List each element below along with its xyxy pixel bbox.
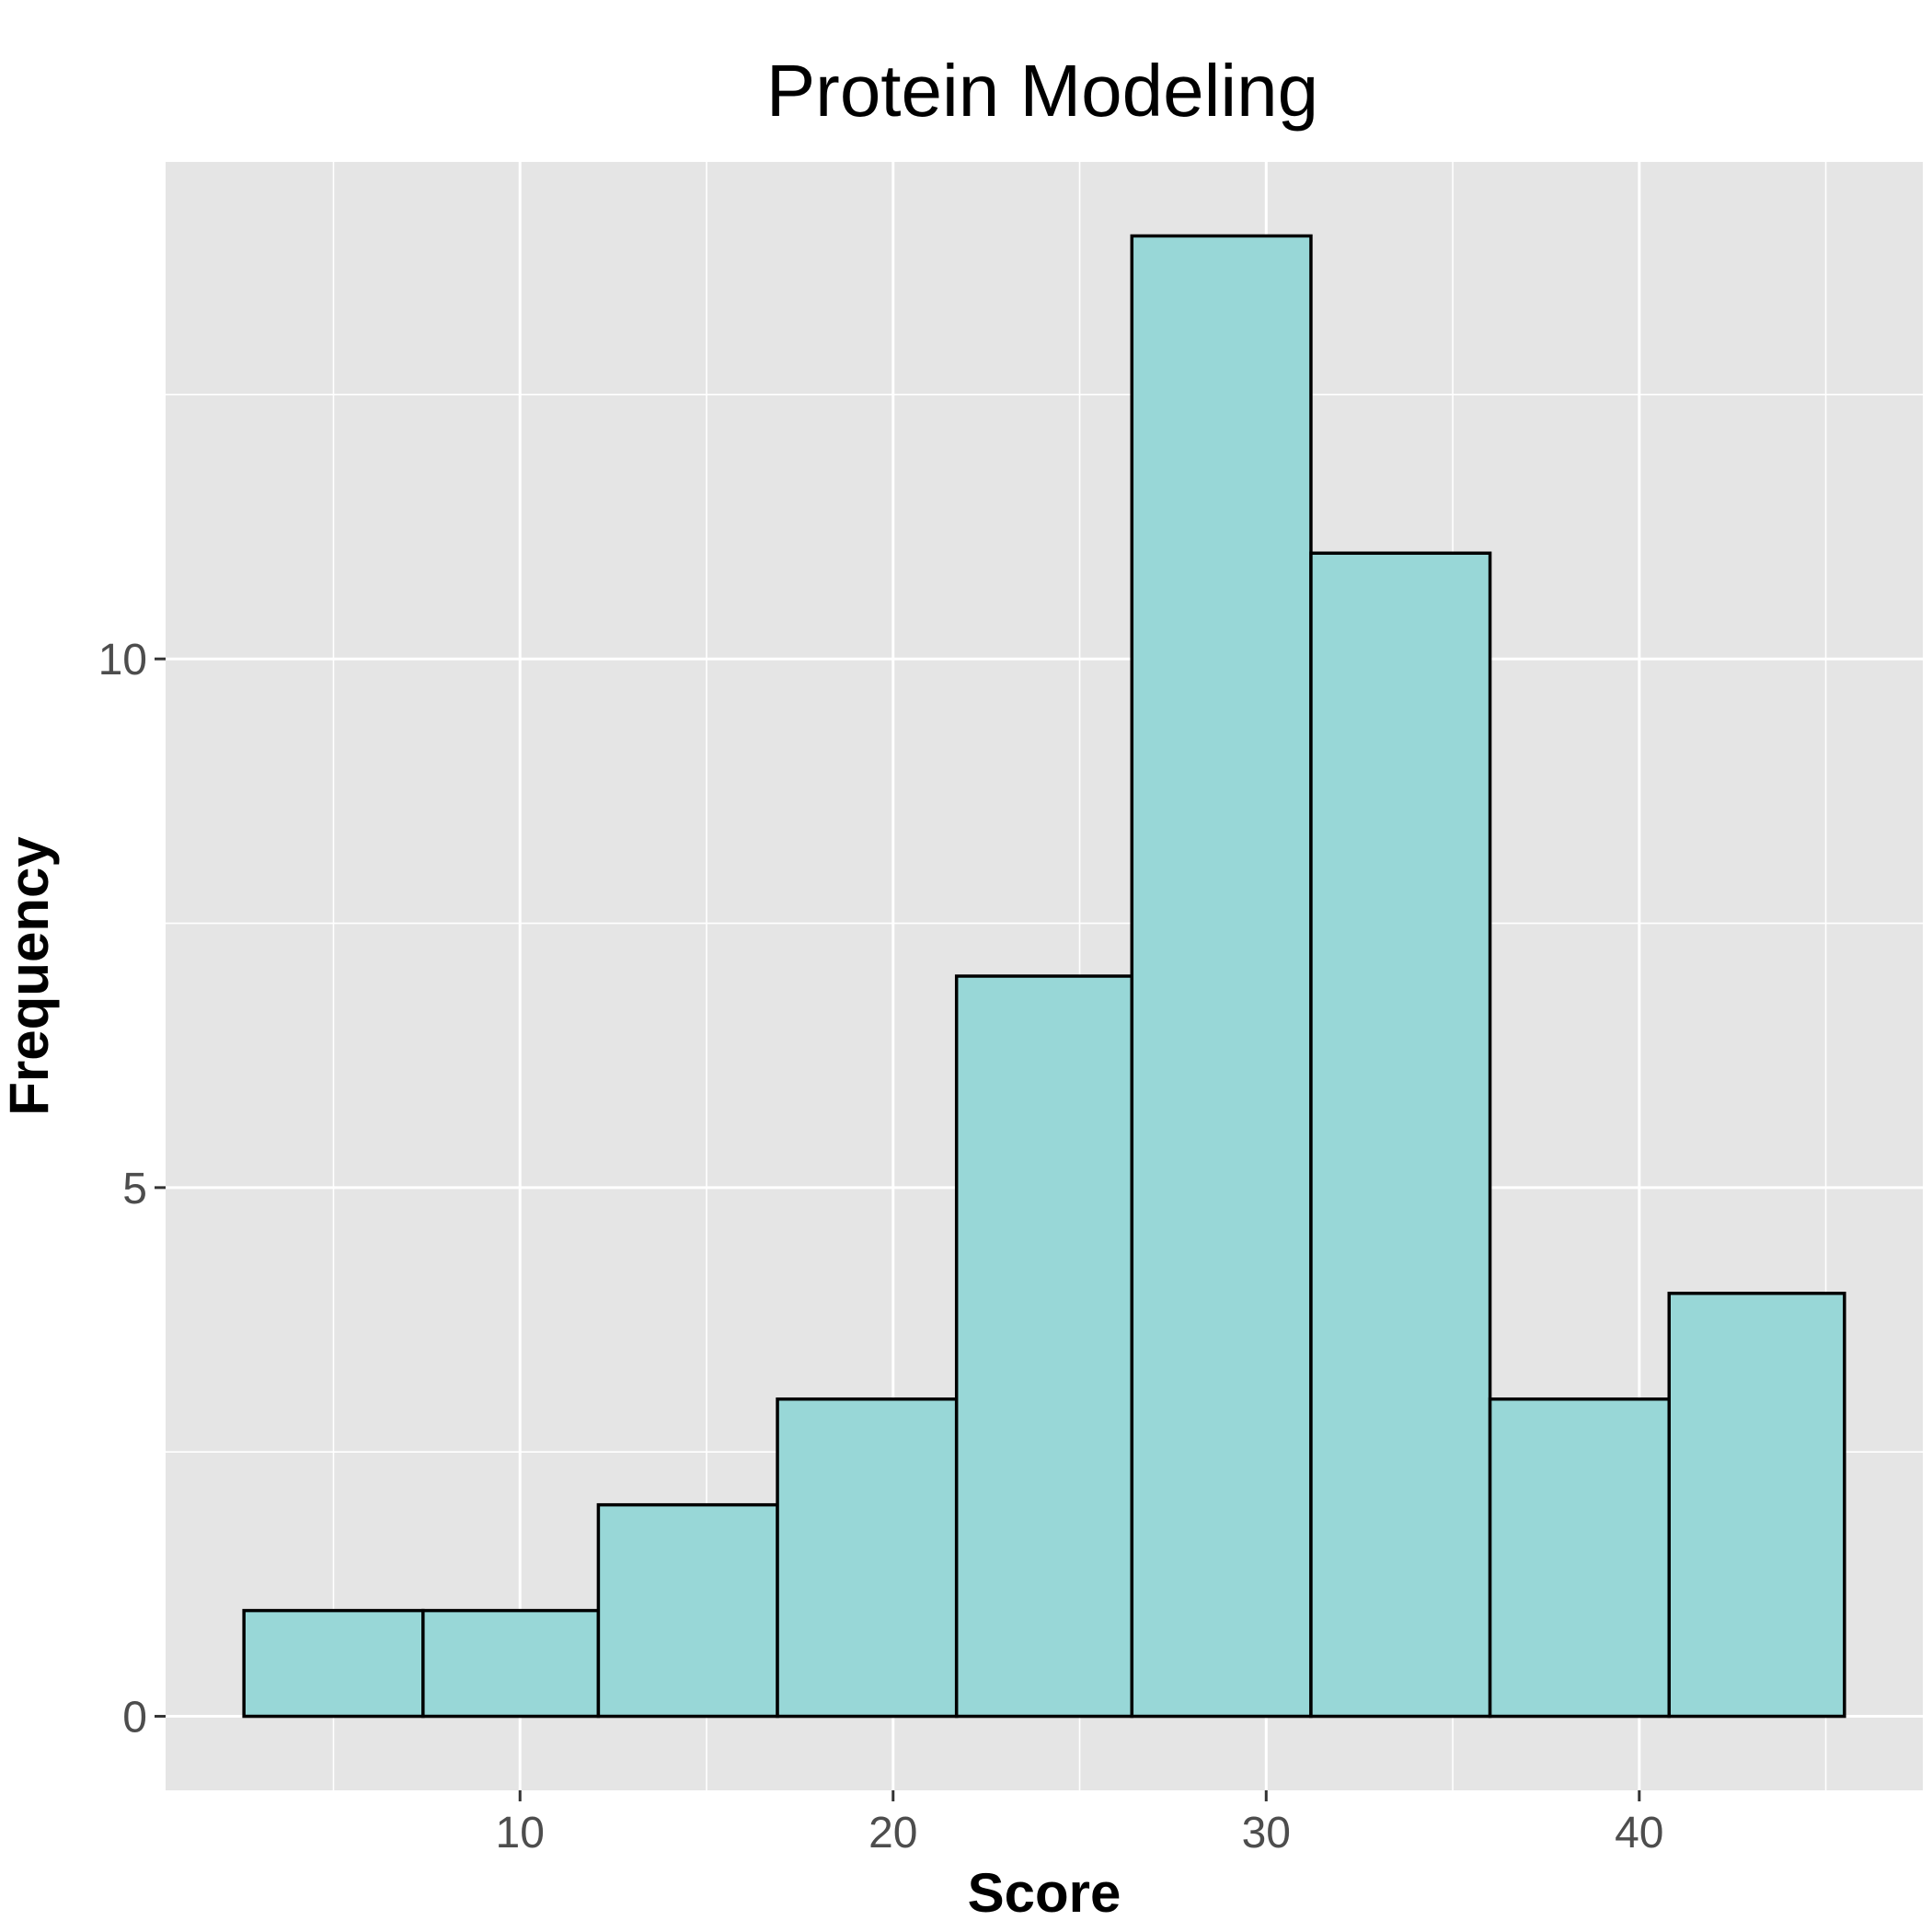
bar-7 bbox=[1488, 1397, 1671, 1719]
bar-6 bbox=[1309, 551, 1492, 1719]
chart-title: Protein Modeling bbox=[766, 50, 1318, 132]
y-tick-label-2: 10 bbox=[98, 636, 147, 684]
bar-5 bbox=[1130, 234, 1313, 1719]
histogram-bars bbox=[242, 234, 1846, 1719]
bar-2 bbox=[596, 1502, 779, 1719]
bar-1 bbox=[421, 1608, 601, 1719]
y-tick-label-0: 0 bbox=[122, 1694, 147, 1742]
bar-3 bbox=[776, 1397, 959, 1719]
x-axis-title: Score bbox=[968, 1862, 1121, 1924]
x-tick-label-0: 10 bbox=[496, 1809, 545, 1857]
y-tick-label-1: 5 bbox=[122, 1165, 147, 1213]
bar-8 bbox=[1667, 1292, 1846, 1719]
y-axis: 0 5 10 bbox=[98, 636, 166, 1742]
x-tick-label-1: 20 bbox=[868, 1809, 917, 1857]
bar-4 bbox=[954, 974, 1134, 1719]
bar-0 bbox=[242, 1608, 425, 1719]
y-axis-title: Frequency bbox=[0, 836, 60, 1116]
x-tick-label-3: 40 bbox=[1615, 1809, 1663, 1857]
x-axis: 10 20 30 40 bbox=[496, 1790, 1664, 1857]
x-tick-label-2: 30 bbox=[1242, 1809, 1291, 1857]
